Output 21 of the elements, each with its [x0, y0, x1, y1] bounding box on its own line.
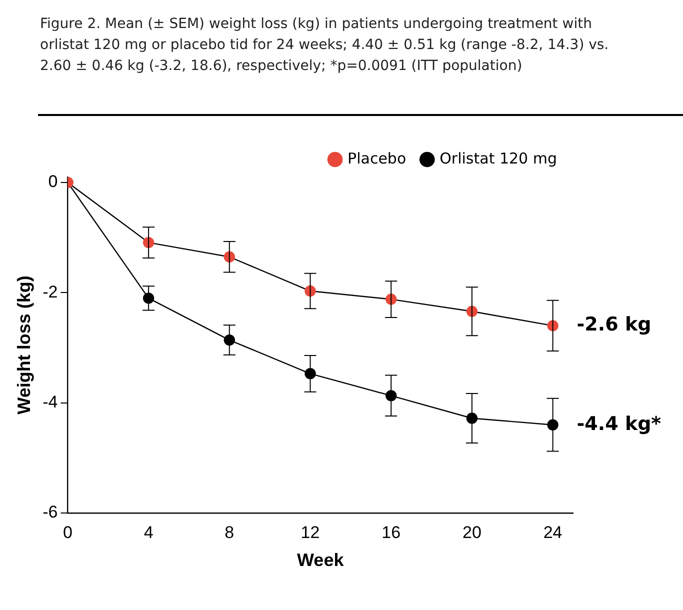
x-tick-label: 24 [543, 522, 562, 542]
x-tick-label: 16 [382, 522, 401, 542]
legend-label: Orlistat 120 mg [440, 149, 558, 168]
y-tick-label: -4 [42, 392, 58, 412]
point [142, 292, 154, 304]
x-tick-label: 20 [462, 522, 482, 542]
annotation: -2.6 kg [576, 314, 652, 336]
x-tick-label: 4 [144, 522, 154, 542]
x-tick-label: 12 [300, 522, 320, 542]
point [386, 390, 397, 402]
y-tick-label: 0 [48, 172, 58, 192]
x-tick-label: 0 [62, 522, 72, 542]
point [466, 412, 478, 424]
y-axis-title: Weight loss (kg) [14, 276, 34, 414]
y-tick-label: -2 [42, 282, 58, 302]
chart-title: Figure 2. Mean (± SEM) weight loss (kg) in patients undergoing treatment with orlistat 120 mg or placebo tid for 24 weeks; 4.40 ± 0.51 kg (range -8.2, 14.3) vs. 2.60 ± 0.46 kg (-3.2, 18.6), respectively; *p=0.0091 (ITT population) [40, 15, 610, 76]
y-tick-label: -6 [42, 502, 58, 522]
legend-label: Placebo [348, 149, 406, 168]
x-axis-title: Week [297, 550, 345, 570]
x-tick-label: 8 [224, 522, 234, 542]
annotation: -4.4 kg* [576, 412, 662, 435]
